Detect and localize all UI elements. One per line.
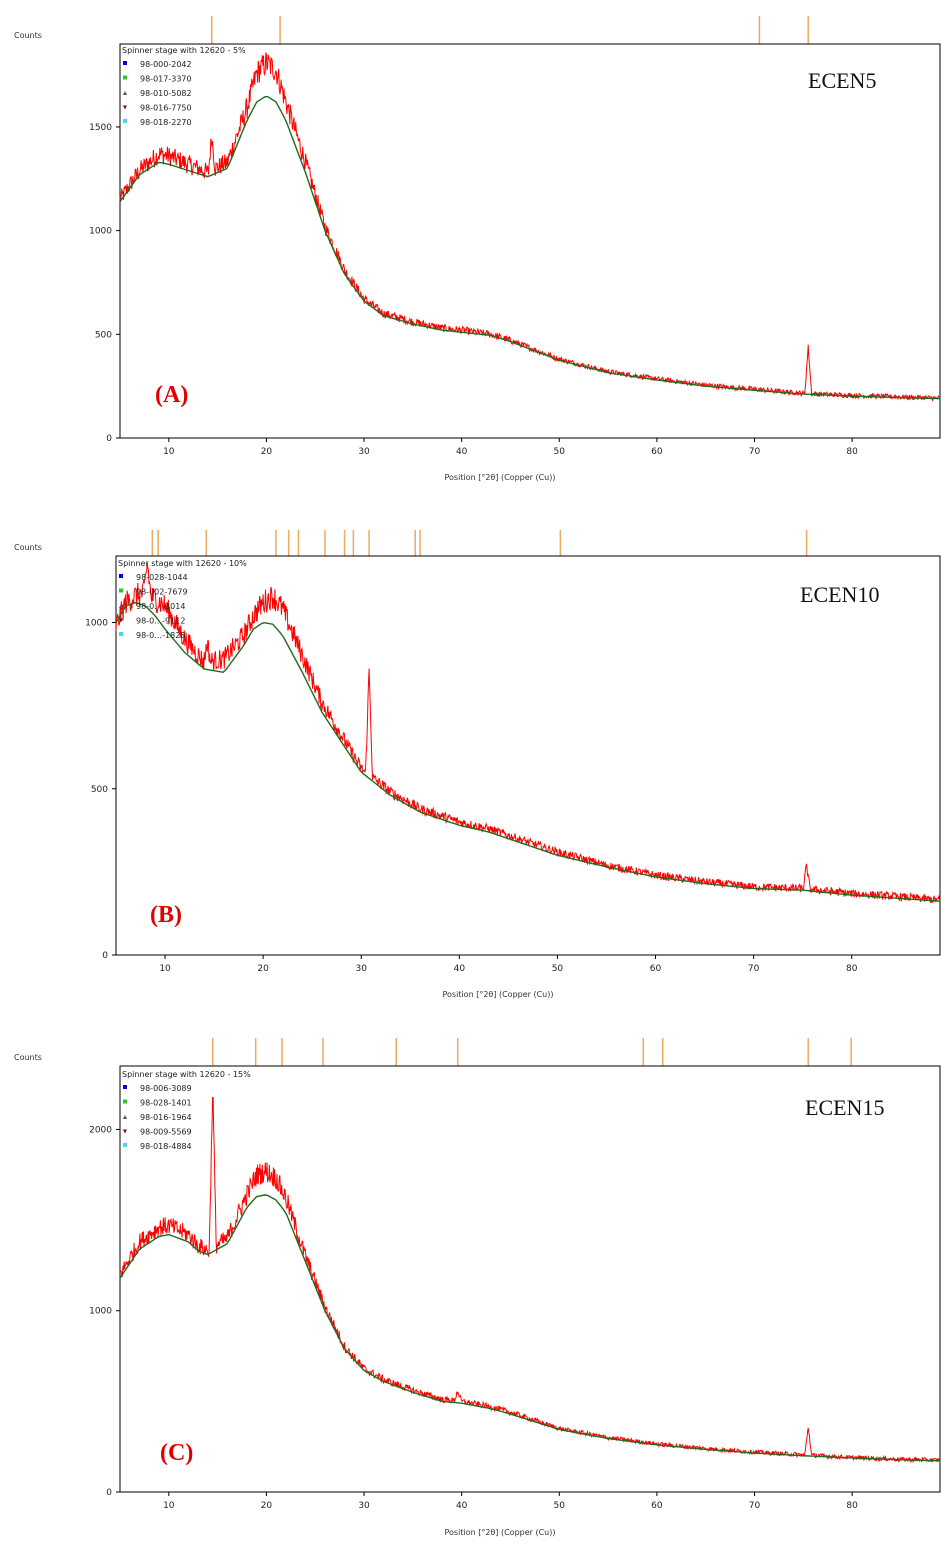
x-tick-label: 70 [749,447,761,457]
legend-marker [119,618,123,623]
x-tick-label: 60 [651,447,663,457]
legend-entry: 98-009-5569 [140,1128,192,1137]
legend-entry: 98-0…-9112 [136,617,185,626]
legend-entry: 98-0…-1828 [136,631,185,640]
legend-entry: 98-018-2270 [140,118,192,127]
x-tick-label: 40 [456,1501,468,1511]
chart-panel-3: Counts 0 1000 2000 10 20 30 40 50 60 70 80 Position … [14,1038,941,1537]
x-tick-label: 10 [163,447,175,457]
y-tick-label: 0 [106,1488,112,1498]
x-tick-label: 20 [261,1501,273,1511]
y-tick-label: 500 [95,330,112,340]
y-tick-label: 2000 [89,1125,112,1135]
legend-entry: 98-000-2042 [140,60,192,69]
x-tick-label: 60 [650,964,662,974]
legend-marker [119,632,123,636]
y-axis-label: Counts [14,31,42,40]
legend-marker [123,119,127,123]
legend-marker [123,105,127,110]
x-tick-label: 50 [552,964,564,974]
legend-marker [119,574,123,578]
legend-marker [123,1143,127,1147]
legend-entry: 98-002-7679 [136,588,188,597]
legend-marker [119,588,123,593]
chart-panel-1: Counts 0 500 1000 1500 10 20 30 40 50 60 70 80 Positi… [14,16,941,482]
sample-label: ECEN10 [800,582,879,607]
plot-frame [119,43,941,439]
x-tick-label: 10 [163,1501,175,1511]
x-tick-label: 60 [651,1501,663,1511]
x-axis-label: Position [°2θ] (Copper (Cu)) [443,990,554,999]
y-tick-label: 500 [91,785,108,795]
legend-marker [123,75,127,80]
x-tick-label: 40 [454,964,466,974]
legend-entry: 98-016-7750 [140,104,192,113]
series-calculated-line [119,95,941,400]
series-measured-line [119,52,941,402]
x-tick-label: 70 [748,964,760,974]
plot-frame [119,1065,941,1493]
x-tick-label: 40 [456,447,468,457]
x-tick-label: 50 [554,447,566,457]
legend-entry: 98-006-3089 [140,1084,192,1093]
x-tick-label: 70 [749,1501,761,1511]
legend-entry: 98-016-1964 [140,1113,192,1122]
legend-entry: 98-017-3370 [140,75,192,84]
legend-marker [123,61,127,65]
legend-title: Spinner stage with 12620 - 15% [122,1070,251,1079]
legend-title: Spinner stage with 12620 - 10% [118,559,247,568]
y-tick-label: 1000 [89,1307,112,1317]
series-calculated-line [119,1194,941,1462]
legend-entry: 98-028-1401 [140,1099,192,1108]
legend-marker [123,1099,127,1104]
x-tick-label: 20 [257,964,269,974]
sample-label: ECEN15 [805,1095,884,1120]
y-tick-label: 1500 [89,123,112,133]
x-axis-label: Position [°2θ] (Copper (Cu)) [445,473,556,482]
x-tick-label: 80 [846,1501,858,1511]
legend-entry: 98-018-4884 [140,1142,192,1151]
x-axis-label: Position [°2θ] (Copper (Cu)) [445,1528,556,1537]
legend-marker [123,1085,127,1089]
panel-letter: (B) [150,902,182,928]
legend-entry: 98-010-5082 [140,89,192,98]
y-tick-label: 1000 [89,227,112,237]
x-tick-label: 30 [358,1501,370,1511]
legend-marker [119,604,123,608]
legend-entry: 98-028-1044 [136,573,188,582]
x-tick-label: 80 [846,964,858,974]
sample-label: ECEN5 [808,68,876,93]
series-measured-line [119,1096,941,1464]
x-tick-label: 80 [846,447,858,457]
series-measured-line [115,562,941,904]
x-tick-label: 10 [159,964,171,974]
legend-marker [123,1129,127,1134]
x-tick-label: 20 [261,447,273,457]
y-tick-label: 0 [102,951,108,961]
plot-frame [115,555,941,956]
y-axis-label: Counts [14,1053,42,1062]
y-axis-label: Counts [14,543,42,552]
series-calculated-line [115,601,941,902]
x-tick-label: 50 [554,1501,566,1511]
y-tick-label: 0 [106,434,112,444]
x-tick-label: 30 [356,964,368,974]
panel-letter: (C) [160,1440,193,1466]
chart-panel-2: Counts 0 500 1000 10 20 30 40 50 60 70 80 Position [… [14,530,941,999]
legend-title: Spinner stage with 12620 - 5% [122,46,246,55]
legend-entry: 98-0…-3014 [136,602,185,611]
legend-marker [123,91,127,95]
x-tick-label: 30 [358,447,370,457]
y-tick-label: 1000 [85,619,108,629]
panel-letter: (A) [155,382,188,408]
legend-marker [123,1115,127,1119]
